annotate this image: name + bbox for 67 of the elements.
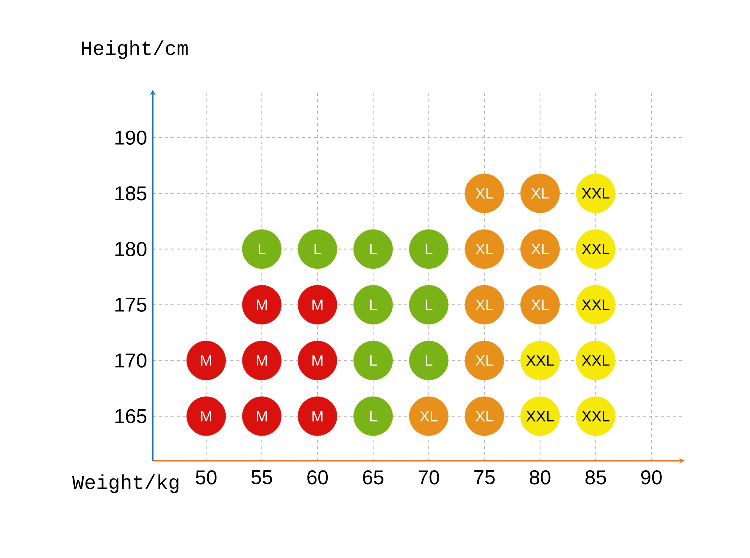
data-label: XXL [582,244,610,254]
point [409,285,449,325]
data-label: XL [531,188,549,199]
y-tick-label: 165 [116,409,147,424]
data-label: L [370,300,378,310]
point [298,285,338,325]
data-label: M [312,411,323,422]
data-label: M [312,356,323,366]
y-tick-label: 190 [116,130,147,145]
x-tick-label: 55 [252,470,272,484]
point [409,230,449,270]
point [354,396,394,436]
point [298,396,338,436]
data-label: XXL [526,356,554,366]
data-label: M [257,356,268,366]
x-tick-label: 60 [308,470,328,485]
x-tick-label: 80 [530,470,551,485]
data-label: L [370,244,378,254]
data-label: XL [476,356,494,366]
data-label: XL [476,411,494,422]
point [354,341,394,380]
data-label: XL [476,244,494,254]
data-label: M [201,356,212,366]
data-label: L [426,300,433,310]
data-label: XL [476,188,494,199]
point [186,396,226,436]
x-axis-title: Weight/kg [72,474,179,494]
y-tick-label: 180 [116,242,147,256]
y-tick-label: 175 [116,298,147,312]
data-label: XL [531,300,549,310]
x-tick-label: 65 [363,470,384,485]
point [298,230,338,270]
data-label: L [426,244,433,254]
data-label: XL [420,411,438,422]
point [242,285,282,325]
data-label: XXL [526,411,554,422]
data-label: XXL [582,188,610,199]
data-label: XL [476,300,494,310]
x-tick-label: 75 [474,470,495,484]
data-label: L [426,356,433,366]
data-label: L [370,356,378,366]
point [242,396,282,436]
point [242,230,282,270]
data-label: XXL [582,300,610,310]
x-tick-label: 85 [586,470,606,485]
data-label: L [259,244,266,254]
data-label: M [257,411,268,422]
data-label: M [201,411,212,422]
data-label: XXL [582,356,610,366]
point [409,341,449,380]
data-label: L [314,244,322,254]
y-tick-label: 185 [116,186,147,201]
x-tick-label: 70 [418,470,440,485]
x-tick-label: 90 [641,470,662,485]
y-tick-label: 170 [116,354,147,368]
data-label: XL [531,244,549,254]
data-label: M [312,300,323,310]
point [242,341,282,380]
x-tick-label: 50 [196,470,217,485]
point [354,230,394,270]
data-label: M [257,300,268,310]
point [354,285,394,325]
y-axis-title: Height/cm [82,40,188,60]
data-label: XXL [582,411,610,422]
point [186,341,226,380]
point [298,341,338,380]
data-label: L [370,411,378,422]
